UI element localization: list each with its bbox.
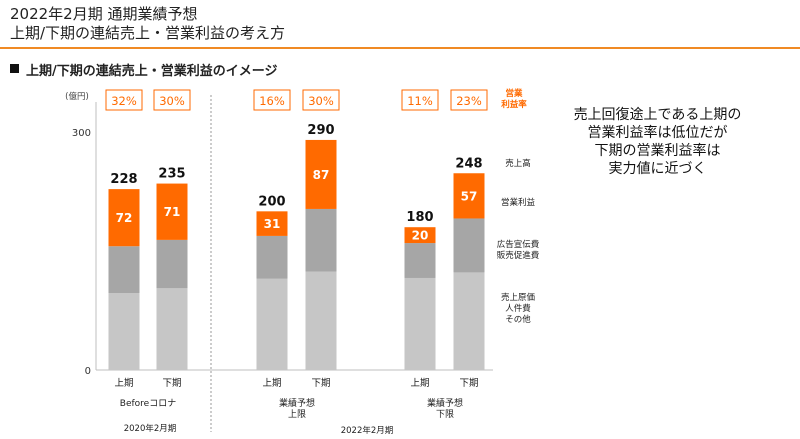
key-message-line: 実力値に近づく bbox=[608, 161, 707, 177]
margin-box bbox=[401, 89, 439, 111]
x-group-label: Beforeコロナ bbox=[120, 398, 176, 409]
margin-label: 30% bbox=[308, 94, 334, 108]
bullet-square-icon bbox=[10, 64, 19, 73]
profit-data-label: 71 bbox=[164, 205, 181, 219]
period-label: 2020年2月期 bbox=[124, 423, 177, 434]
x-category-label: 下期 bbox=[311, 378, 330, 389]
y-tick-label: 300 bbox=[72, 128, 91, 139]
legend-cost: 売上原価 bbox=[501, 292, 536, 303]
bar-segment-profit bbox=[256, 211, 288, 236]
key-message: 売上回復途上である上期の 営業利益率は低位だが 下期の営業利益率は 実力値に近づ… bbox=[545, 106, 770, 178]
profit-data-label: 31 bbox=[264, 217, 281, 231]
legend-cost: 人件費 bbox=[505, 303, 531, 314]
bar-segment-cost bbox=[156, 288, 188, 370]
bar-segment-ad bbox=[156, 239, 188, 289]
page-title-line-1: 2022年2月期 通期業績予想 bbox=[10, 5, 198, 23]
profit-data-label: 72 bbox=[116, 211, 133, 225]
x-category-label: 上期 bbox=[410, 378, 429, 389]
bar-segment-cost bbox=[404, 277, 436, 370]
x-category-label: 上期 bbox=[114, 378, 133, 389]
y-tick-label: 0 bbox=[85, 366, 91, 377]
y-axis-unit: (億円) bbox=[65, 91, 89, 102]
x-group-label: 業績予想 bbox=[427, 397, 463, 409]
header-divider bbox=[0, 47, 800, 49]
bar-segment-ad bbox=[453, 218, 485, 273]
x-group-label: 業績予想 bbox=[279, 397, 315, 409]
margin-header: 営業 bbox=[505, 88, 523, 99]
legend-sales: 売上高 bbox=[505, 158, 531, 169]
bar-segment-cost bbox=[453, 272, 485, 370]
bar-segment-cost bbox=[108, 293, 140, 370]
margin-box bbox=[153, 89, 191, 111]
legend-profit: 営業利益 bbox=[501, 197, 536, 208]
profit-data-label: 87 bbox=[313, 168, 330, 182]
bar-segment-cost bbox=[256, 278, 288, 370]
margin-box bbox=[253, 89, 291, 111]
margin-label: 32% bbox=[111, 94, 137, 108]
bar-segment-profit bbox=[404, 227, 436, 244]
bar-segment-profit bbox=[305, 139, 337, 209]
profit-data-label: 57 bbox=[461, 189, 478, 203]
margin-box bbox=[450, 89, 488, 111]
page-title-line-2: 上期/下期の連結売上・営業利益の考え方 bbox=[10, 24, 286, 42]
key-message-line: 売上回復途上である上期の bbox=[573, 107, 742, 123]
key-message-line: 下期の営業利益率は bbox=[594, 143, 721, 159]
key-message-line: 営業利益率は低位だが bbox=[587, 125, 728, 141]
total-data-label: 180 bbox=[406, 210, 433, 225]
bar-segment-profit bbox=[156, 183, 188, 240]
total-data-label: 248 bbox=[455, 156, 482, 171]
bar-segment-profit bbox=[453, 173, 485, 219]
bar-segment-ad bbox=[108, 246, 140, 294]
legend-ad: 販売促進費 bbox=[497, 250, 540, 261]
legend-ad: 広告宣伝費 bbox=[497, 239, 540, 250]
margin-label: 30% bbox=[159, 94, 185, 108]
bar-segment-profit bbox=[108, 189, 140, 247]
margin-label: 11% bbox=[407, 94, 433, 108]
profit-data-label: 20 bbox=[412, 229, 429, 243]
section-subtitle: 上期/下期の連結売上・営業利益のイメージ bbox=[26, 64, 278, 79]
bar-segment-cost bbox=[305, 271, 337, 370]
margin-box bbox=[105, 89, 143, 111]
period-label: 2022年2月期 bbox=[341, 425, 394, 436]
margin-box bbox=[302, 89, 340, 111]
x-group-label: 下限 bbox=[436, 409, 454, 420]
x-category-label: 下期 bbox=[459, 378, 478, 389]
bar-segment-ad bbox=[256, 235, 288, 279]
legend-cost: その他 bbox=[505, 314, 531, 325]
total-data-label: 200 bbox=[258, 194, 285, 209]
total-data-label: 235 bbox=[158, 167, 185, 182]
total-data-label: 290 bbox=[307, 123, 334, 138]
margin-label: 23% bbox=[456, 94, 482, 108]
total-data-label: 228 bbox=[110, 172, 137, 187]
margin-label: 16% bbox=[259, 94, 285, 108]
x-category-label: 下期 bbox=[162, 378, 181, 389]
bar-segment-ad bbox=[404, 243, 436, 278]
x-category-label: 上期 bbox=[262, 378, 281, 389]
margin-header: 利益率 bbox=[500, 99, 527, 110]
x-group-label: 上限 bbox=[288, 409, 306, 420]
bar-segment-ad bbox=[305, 208, 337, 272]
